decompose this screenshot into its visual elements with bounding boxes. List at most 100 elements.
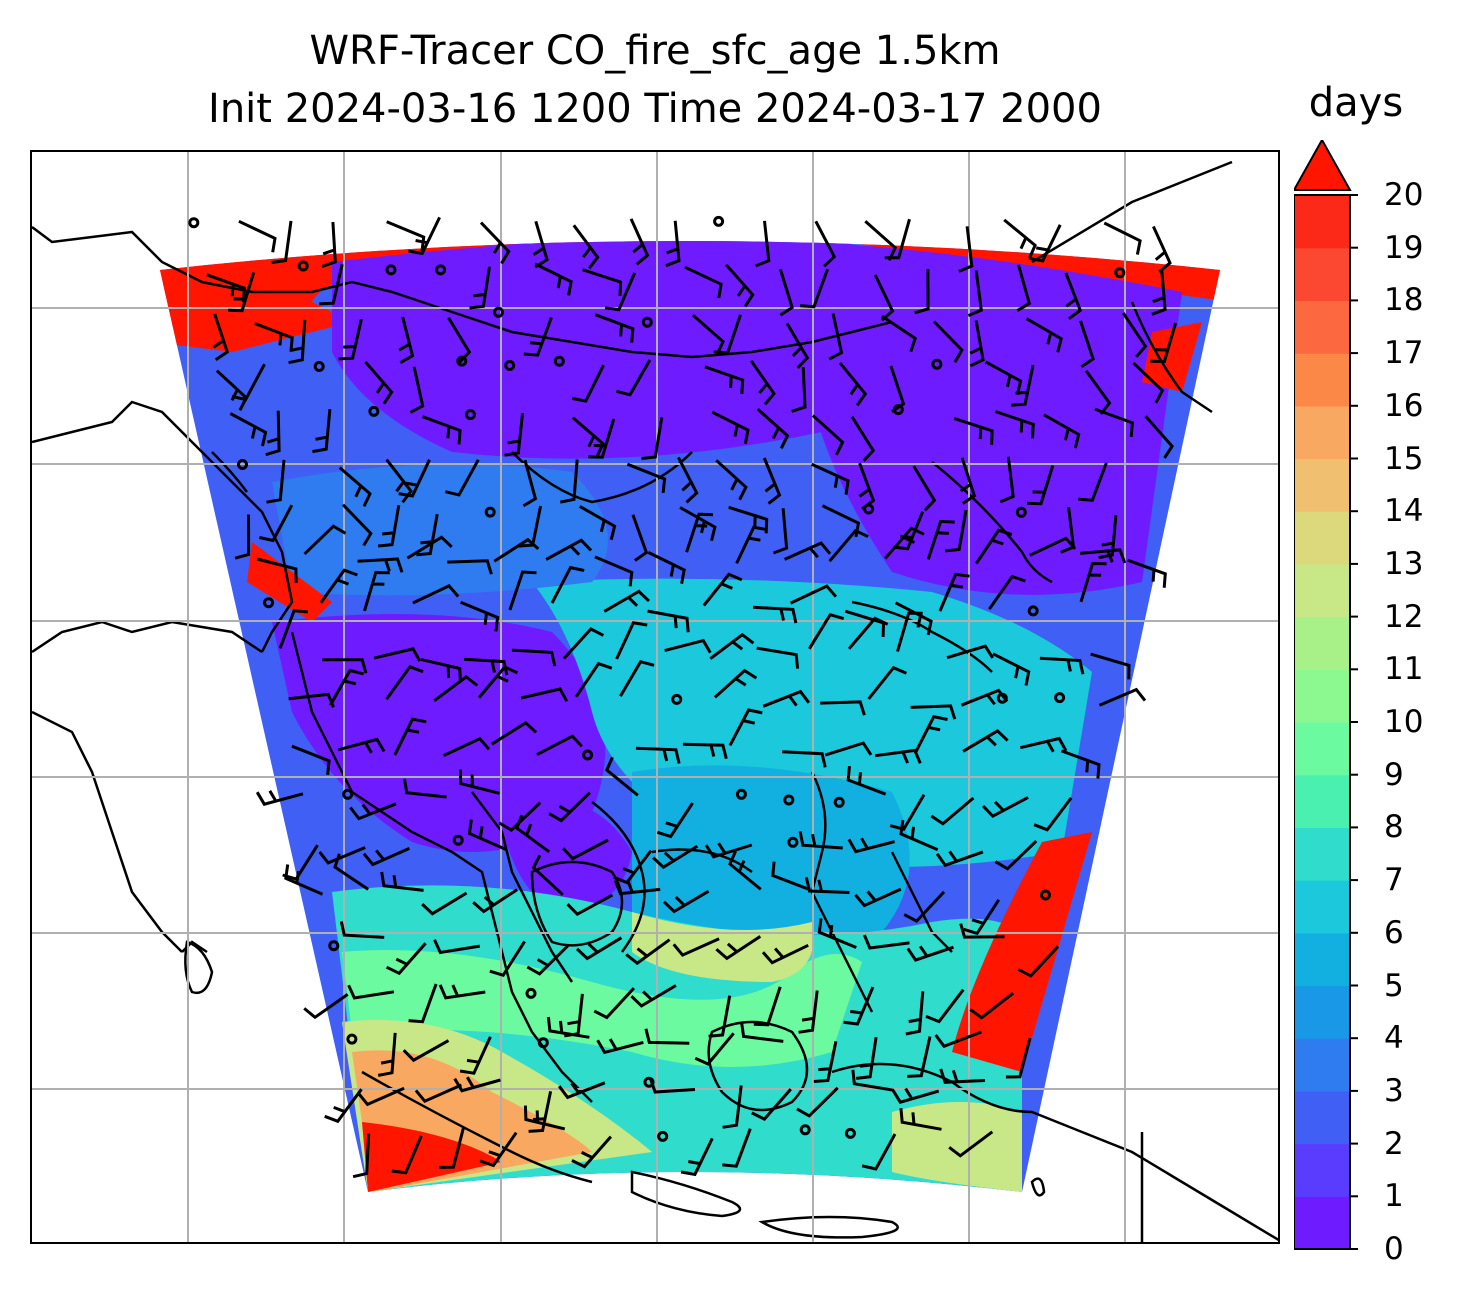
wind-barb xyxy=(930,796,975,826)
wind-barb xyxy=(851,1069,895,1092)
wind-barb xyxy=(1025,317,1063,353)
wind-barb xyxy=(1151,269,1167,316)
wind-barb xyxy=(619,659,655,697)
wind-barb xyxy=(566,893,614,917)
wind-barb xyxy=(229,412,268,447)
wind-barb xyxy=(771,861,811,892)
colorbar-tick-label: 17 xyxy=(1384,335,1424,372)
wind-barb xyxy=(1127,558,1167,588)
wind-barb xyxy=(647,609,690,633)
wind-barb xyxy=(439,1128,465,1169)
wind-barb xyxy=(641,417,664,460)
wind-barb xyxy=(467,819,507,851)
wind-barb xyxy=(504,412,525,457)
colorbar-segment xyxy=(1294,195,1350,249)
wind-barb xyxy=(893,511,925,551)
coastlines xyxy=(32,160,1278,1242)
wind-barb xyxy=(362,847,411,867)
wind-barb xyxy=(604,272,637,312)
wind-barb xyxy=(459,1036,492,1075)
colorbar-tick-label: 1 xyxy=(1384,1178,1404,1215)
wind-barb xyxy=(761,943,809,965)
wind-barb xyxy=(656,802,694,839)
wind-barb xyxy=(969,320,985,368)
calm-wind-marker xyxy=(671,693,683,705)
wind-barb xyxy=(725,263,755,308)
wind-barb xyxy=(319,568,358,604)
wind-barb xyxy=(713,314,742,355)
wind-barb xyxy=(414,1083,463,1104)
wind-barb xyxy=(861,1133,897,1171)
calm-wind-marker xyxy=(1015,506,1027,518)
wind-barb xyxy=(783,541,832,561)
colorbar-segment xyxy=(1294,827,1350,881)
calm-wind-marker xyxy=(237,459,248,470)
tracer-field xyxy=(160,241,1220,1192)
wind-barb xyxy=(692,314,725,355)
wind-barb xyxy=(445,459,480,497)
wind-barb xyxy=(625,938,671,966)
wind-barb xyxy=(364,360,394,405)
wind-barb xyxy=(511,648,557,667)
wind-barb xyxy=(847,837,895,854)
colorbar-segment xyxy=(1294,1090,1350,1145)
colorbar-extend-arrow xyxy=(1294,140,1352,191)
wind-barb xyxy=(967,270,983,317)
wind-barb xyxy=(999,456,1015,504)
colorbar xyxy=(1294,140,1358,1250)
colorbar-tick-label: 15 xyxy=(1384,440,1424,477)
wind-barb xyxy=(254,322,294,352)
wind-barb xyxy=(1078,462,1108,502)
wind-barb xyxy=(613,879,661,896)
wind-barb xyxy=(953,416,994,445)
calm-wind-marker xyxy=(297,260,309,272)
wind-barb xyxy=(338,466,372,508)
wind-barb xyxy=(377,1032,397,1077)
wind-barb xyxy=(838,361,868,407)
wind-barb xyxy=(442,736,491,757)
wind-barb xyxy=(762,457,782,505)
wind-barb xyxy=(409,366,425,414)
wind-barb xyxy=(948,1130,994,1158)
wind-barb xyxy=(278,609,309,649)
wind-barb xyxy=(672,937,720,957)
wind-barb xyxy=(1029,536,1077,557)
wind-barb xyxy=(903,890,946,923)
wind-barb xyxy=(1090,652,1131,680)
wind-barb xyxy=(684,265,723,299)
wind-barb xyxy=(303,524,347,555)
wind-barb xyxy=(312,409,332,454)
wind-barb xyxy=(932,320,964,363)
wind-barb xyxy=(1150,322,1178,364)
wind-barb xyxy=(626,462,667,494)
wind-barb xyxy=(715,935,762,961)
wind-barb xyxy=(266,459,286,504)
colorbar-tick-label: 9 xyxy=(1384,756,1404,793)
calm-wind-marker xyxy=(465,409,476,421)
wind-barb xyxy=(256,557,298,583)
wind-barb xyxy=(994,839,1038,871)
wind-barb xyxy=(751,1088,792,1121)
wind-barb xyxy=(616,359,652,397)
wind-barb xyxy=(665,220,681,268)
calm-wind-marker xyxy=(799,1124,811,1136)
wind-barb xyxy=(925,988,965,1024)
wind-barb xyxy=(319,263,344,306)
wind-barb xyxy=(1026,465,1055,506)
calm-wind-marker xyxy=(456,355,468,367)
wind-barb xyxy=(385,664,424,701)
wind-barb xyxy=(685,512,714,553)
calm-wind-marker xyxy=(368,405,380,417)
wind-barb xyxy=(1028,224,1062,263)
wind-barb xyxy=(856,1036,878,1080)
wind-barb xyxy=(824,741,873,757)
wind-barb xyxy=(498,801,542,832)
wind-barb xyxy=(811,414,845,456)
wind-barb xyxy=(847,616,889,650)
wind-barb xyxy=(907,1036,932,1078)
wind-barb xyxy=(458,769,500,795)
wind-barb xyxy=(1043,413,1081,449)
wind-barb xyxy=(1098,687,1147,707)
wind-barb xyxy=(545,538,593,561)
wind-barb xyxy=(722,1085,743,1129)
